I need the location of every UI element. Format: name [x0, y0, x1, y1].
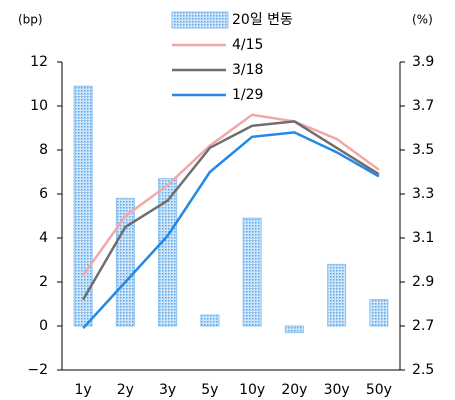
y2-tick-label: 3.3 — [412, 186, 434, 202]
y-tick-label: 12 — [30, 54, 48, 70]
y2-tick-label: 3.5 — [412, 142, 434, 158]
bar — [284, 325, 304, 334]
bar — [158, 178, 178, 327]
y-tick-label: −2 — [27, 362, 48, 378]
y-tick-label: 10 — [30, 98, 48, 114]
line — [82, 120, 380, 301]
y2-tick-label: 3.7 — [412, 98, 434, 114]
x-tick-label: 20y — [281, 382, 307, 398]
bar — [73, 85, 93, 327]
y2-tick-label: 3.9 — [412, 54, 434, 70]
y2-tick-label: 2.9 — [412, 274, 434, 290]
y2-axis-label: (%) — [412, 13, 433, 27]
y-tick-label: 4 — [39, 230, 48, 246]
bar — [242, 217, 262, 327]
y-tick-label: 8 — [39, 142, 48, 158]
legend-swatch — [171, 11, 229, 29]
legend-label: 1/29 — [232, 87, 263, 103]
x-tick-label: 5y — [201, 382, 218, 398]
x-tick-label: 10y — [239, 382, 265, 398]
y2-tick-label: 2.5 — [412, 362, 434, 378]
y-tick-label: 6 — [39, 186, 48, 202]
bar — [200, 314, 220, 327]
bar — [369, 299, 389, 327]
x-tick-label: 3y — [159, 382, 176, 398]
x-tick-label: 2y — [117, 382, 134, 398]
y-axis-label: (bp) — [18, 13, 43, 27]
line — [82, 113, 380, 277]
line — [82, 131, 380, 330]
legend-label: 3/18 — [232, 62, 263, 78]
bar — [115, 197, 135, 327]
x-tick-label: 30y — [324, 382, 350, 398]
y-tick-label: 0 — [39, 318, 48, 334]
legend-label: 20일 변동 — [232, 12, 293, 28]
y2-tick-label: 2.7 — [412, 318, 434, 334]
legend-label: 4/15 — [232, 37, 263, 53]
y2-tick-label: 3.1 — [412, 230, 434, 246]
bar — [327, 263, 347, 327]
x-tick-label: 1y — [75, 382, 92, 398]
y-tick-label: 2 — [39, 274, 48, 290]
x-tick-label: 50y — [366, 382, 392, 398]
